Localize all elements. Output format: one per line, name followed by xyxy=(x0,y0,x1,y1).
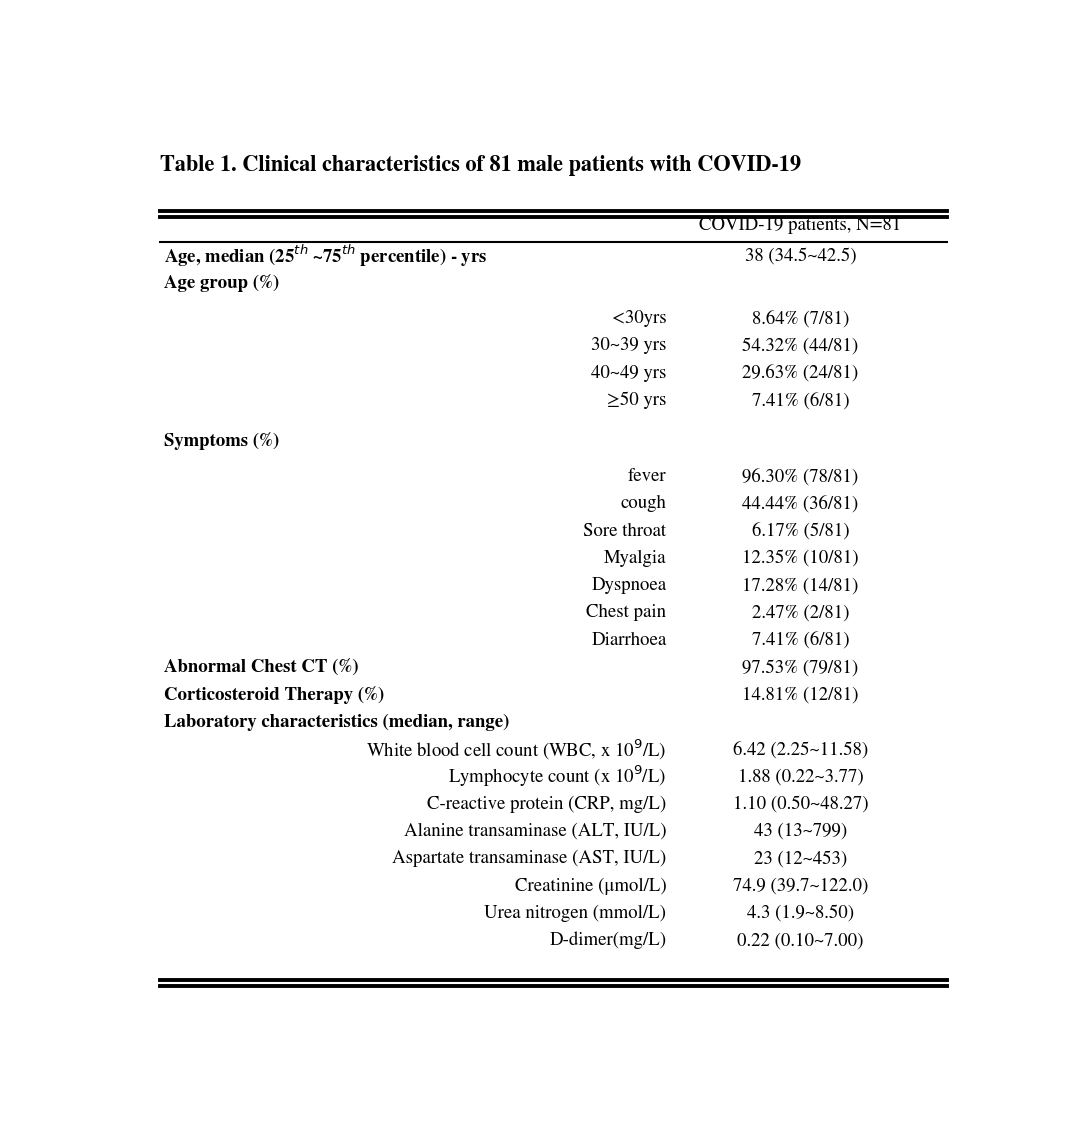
Text: 38 (34.5~42.5): 38 (34.5~42.5) xyxy=(744,247,856,264)
Text: 74.9 (39.7~122.0): 74.9 (39.7~122.0) xyxy=(732,877,868,894)
Text: 2.47% (2/81): 2.47% (2/81) xyxy=(752,604,849,621)
Text: 44.44% (36/81): 44.44% (36/81) xyxy=(742,495,859,513)
Text: 43 (13~799): 43 (13~799) xyxy=(754,823,847,840)
Text: Lymphocyte count (x 10$^{9}$/L): Lymphocyte count (x 10$^{9}$/L) xyxy=(448,764,666,789)
Text: Age group (%): Age group (%) xyxy=(164,274,280,292)
Text: 7.41% (6/81): 7.41% (6/81) xyxy=(752,392,849,409)
Text: Symptoms (%): Symptoms (%) xyxy=(164,431,280,449)
Text: Aspartate transaminase (AST, IU/L): Aspartate transaminase (AST, IU/L) xyxy=(392,850,666,867)
Text: Sore throat: Sore throat xyxy=(583,523,666,540)
Text: Urea nitrogen (mmol/L): Urea nitrogen (mmol/L) xyxy=(485,904,666,922)
Text: Myalgia: Myalgia xyxy=(604,550,666,567)
Text: 29.63% (24/81): 29.63% (24/81) xyxy=(742,365,859,382)
Text: Creatinine (μmol/L): Creatinine (μmol/L) xyxy=(515,877,666,894)
Text: Alanine transaminase (ALT, IU/L): Alanine transaminase (ALT, IU/L) xyxy=(404,823,666,840)
Text: 96.30% (78/81): 96.30% (78/81) xyxy=(742,467,859,485)
Text: 12.35% (10/81): 12.35% (10/81) xyxy=(742,550,859,567)
Text: <30yrs: <30yrs xyxy=(612,309,666,327)
Text: COVID-19 patients, N=81: COVID-19 patients, N=81 xyxy=(699,217,902,235)
Text: C-reactive protein (CRP, mg/L): C-reactive protein (CRP, mg/L) xyxy=(428,796,666,813)
Text: 1.88 (0.22~3.77): 1.88 (0.22~3.77) xyxy=(738,768,863,786)
Text: 54.32% (44/81): 54.32% (44/81) xyxy=(742,338,859,355)
Text: Laboratory characteristics (median, range): Laboratory characteristics (median, rang… xyxy=(164,714,510,730)
Text: cough: cough xyxy=(621,495,666,513)
Text: 30~39 yrs: 30~39 yrs xyxy=(591,338,666,355)
Text: fever: fever xyxy=(627,467,666,484)
Text: 8.64% (7/81): 8.64% (7/81) xyxy=(752,309,849,327)
Text: 6.42 (2.25~11.58): 6.42 (2.25~11.58) xyxy=(733,741,868,759)
Text: Abnormal Chest CT (%): Abnormal Chest CT (%) xyxy=(164,659,359,676)
Text: 97.53% (79/81): 97.53% (79/81) xyxy=(742,659,859,676)
Text: Dyspnoea: Dyspnoea xyxy=(592,577,666,594)
Text: 4.3 (1.9~8.50): 4.3 (1.9~8.50) xyxy=(747,904,854,922)
Text: Table 1. Clinical characteristics of 81 male patients with COVID-19: Table 1. Clinical characteristics of 81 … xyxy=(160,155,801,175)
Text: White blood cell count (WBC, x 10$^{9}$/L): White blood cell count (WBC, x 10$^{9}$/… xyxy=(366,737,666,762)
Text: D-dimer(mg/L): D-dimer(mg/L) xyxy=(550,931,666,949)
Text: Chest pain: Chest pain xyxy=(586,604,666,621)
Text: 40~49 yrs: 40~49 yrs xyxy=(591,365,666,382)
Text: 6.17% (5/81): 6.17% (5/81) xyxy=(752,523,849,540)
Text: 1.10 (0.50~48.27): 1.10 (0.50~48.27) xyxy=(732,796,868,813)
Text: Diarrhoea: Diarrhoea xyxy=(591,631,666,649)
Text: 23 (12~453): 23 (12~453) xyxy=(754,850,847,867)
Text: 14.81% (12/81): 14.81% (12/81) xyxy=(742,686,859,703)
Text: Age, median (25$^{th}$ ~75$^{th}$ percentile) - yrs: Age, median (25$^{th}$ ~75$^{th}$ percen… xyxy=(164,243,488,269)
Text: 0.22 (0.10~7.00): 0.22 (0.10~7.00) xyxy=(738,933,864,949)
Text: ≥50 yrs: ≥50 yrs xyxy=(607,392,666,409)
Text: Corticosteroid Therapy (%): Corticosteroid Therapy (%) xyxy=(164,685,384,703)
Text: 17.28% (14/81): 17.28% (14/81) xyxy=(742,577,859,594)
Text: 7.41% (6/81): 7.41% (6/81) xyxy=(752,631,849,649)
